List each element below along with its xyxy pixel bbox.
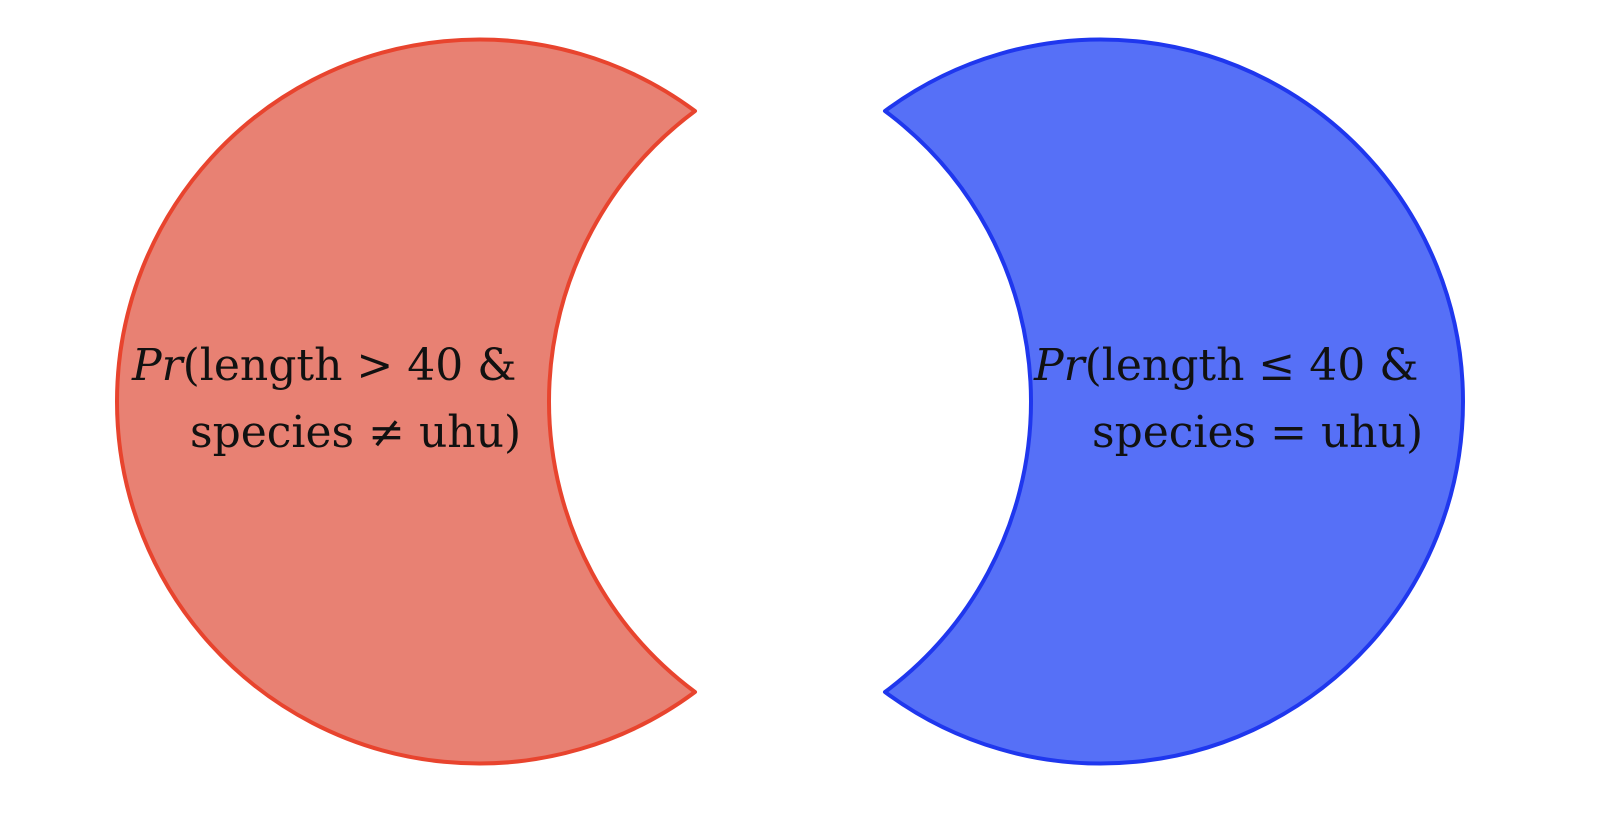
right-region-label-line2: species = uhu)	[1092, 407, 1423, 458]
right-region-label-prefix: Pr	[1033, 340, 1088, 391]
left-region-label-rest: (length > 40 &	[183, 340, 517, 391]
right-region-label-line1: Pr(length ≤ 40 &	[1033, 340, 1418, 391]
left-region-label-prefix: Pr	[131, 340, 186, 391]
left-region-label-line2: species ≠ uhu)	[190, 407, 521, 458]
right-region-label-rest: (length ≤ 40 &	[1085, 340, 1419, 391]
left-region-label-line1: Pr(length > 40 &	[131, 340, 516, 391]
left-region-shape	[115, 37, 697, 766]
right-region-shape	[883, 37, 1465, 766]
